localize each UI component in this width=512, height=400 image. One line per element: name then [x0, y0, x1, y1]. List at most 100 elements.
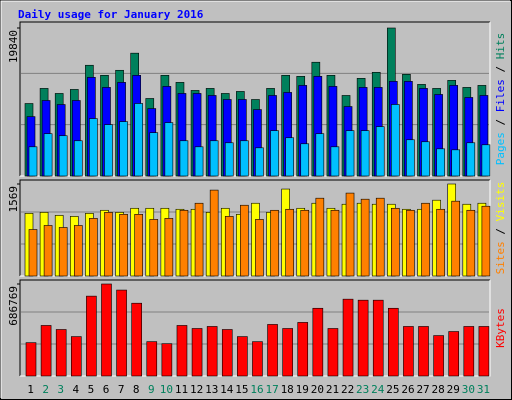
bar — [25, 342, 37, 377]
bar — [481, 205, 491, 277]
bar — [406, 139, 415, 177]
x-tick-label: 20 — [311, 383, 324, 396]
x-tick-label: 22 — [341, 383, 354, 396]
bar — [58, 135, 68, 177]
bar — [421, 141, 430, 177]
bar — [345, 130, 355, 177]
bar — [240, 204, 249, 277]
bar — [149, 219, 159, 277]
bar — [221, 329, 233, 377]
x-tick-label: 24 — [371, 383, 385, 396]
bar — [285, 208, 294, 277]
bar — [209, 189, 219, 277]
bar — [194, 202, 204, 277]
x-tick-label: 11 — [175, 383, 188, 396]
legend-separator: / — [494, 59, 507, 79]
legend-separator: / — [494, 112, 507, 132]
y-tick-label: 1569 — [7, 186, 20, 213]
legend-entry: Sites — [494, 241, 507, 274]
bar — [433, 335, 444, 377]
x-tick-label: 13 — [205, 383, 218, 396]
x-tick-label: 6 — [103, 383, 110, 396]
bar — [28, 146, 38, 177]
bar — [315, 197, 325, 277]
bar — [134, 214, 143, 277]
x-tick-label: 18 — [281, 383, 294, 396]
bar — [224, 142, 234, 177]
x-tick-label: 23 — [356, 383, 369, 396]
x-tick-label: 12 — [190, 383, 203, 396]
legend: KBytes — [494, 308, 507, 348]
bar — [342, 298, 354, 377]
y-tick-label: 686769 — [7, 286, 20, 326]
bar — [255, 219, 264, 277]
bar — [391, 104, 400, 177]
bar — [300, 143, 310, 177]
x-tick-label: 4 — [73, 383, 80, 396]
bar — [406, 209, 415, 277]
bar — [206, 326, 218, 377]
bar — [255, 147, 264, 177]
bar — [418, 326, 429, 377]
panel-bevel — [19, 279, 490, 376]
bar — [463, 326, 475, 377]
bar — [360, 130, 370, 177]
x-tick-label: 16 — [250, 383, 263, 396]
x-tick-label: 7 — [118, 383, 125, 396]
x-tick-label: 29 — [447, 383, 460, 396]
bar — [375, 126, 385, 177]
bar — [466, 142, 476, 177]
bar — [448, 331, 460, 377]
bar — [191, 328, 203, 377]
x-tick-label: 31 — [477, 383, 490, 396]
bar — [391, 207, 400, 277]
legend-entry: Pages — [494, 132, 507, 165]
bar — [89, 218, 98, 277]
bar — [451, 149, 461, 177]
bar — [104, 124, 113, 177]
panel-bevel — [19, 21, 490, 176]
bar — [43, 133, 53, 177]
panel-bevel — [19, 179, 490, 276]
bar — [89, 118, 98, 177]
legend-entry: Hits — [494, 33, 507, 60]
bar — [146, 341, 158, 377]
bar — [375, 197, 385, 277]
bar — [179, 140, 189, 177]
bar — [300, 209, 310, 277]
bar — [179, 209, 189, 277]
legend: Sites / Visits — [494, 182, 507, 275]
bar — [436, 208, 445, 277]
bar — [237, 336, 248, 377]
bar — [451, 200, 461, 277]
bar — [28, 229, 38, 277]
bar — [119, 214, 128, 277]
x-tick-label: 10 — [160, 383, 173, 396]
x-tick-label: 5 — [88, 383, 95, 396]
bar — [481, 144, 491, 177]
bar — [372, 299, 384, 377]
legend-entry: Visits — [494, 182, 507, 222]
bar — [164, 218, 174, 277]
panel-bevel — [20, 280, 491, 377]
bar — [101, 283, 112, 377]
bar — [70, 336, 82, 377]
x-tick-label: 2 — [42, 383, 49, 396]
bar — [388, 307, 399, 377]
bar — [104, 212, 113, 277]
x-tick-label: 14 — [220, 383, 234, 396]
bar — [55, 329, 67, 377]
bar — [436, 148, 445, 177]
bar — [327, 328, 339, 377]
bar — [149, 132, 159, 177]
bar — [116, 289, 127, 377]
legend-separator: / — [494, 221, 507, 241]
x-tick-label: 1 — [27, 383, 34, 396]
bar — [176, 325, 188, 377]
bar — [240, 140, 249, 177]
bar — [73, 140, 83, 177]
bar — [267, 324, 278, 377]
